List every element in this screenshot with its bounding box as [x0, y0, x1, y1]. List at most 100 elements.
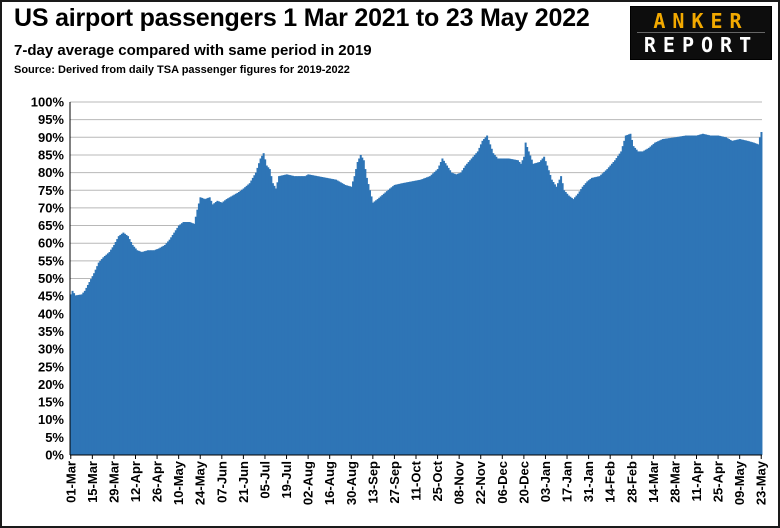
bar: [151, 250, 154, 455]
x-tick-label: 09-May: [732, 460, 747, 505]
bar: [179, 224, 182, 455]
bar: [723, 136, 726, 455]
bar: [184, 222, 187, 455]
bar: [401, 183, 404, 455]
bar: [601, 173, 604, 455]
bar: [643, 150, 646, 456]
x-tick-label: 07-Jun: [214, 461, 229, 503]
bar: [368, 190, 371, 455]
bar: [160, 246, 163, 455]
bar: [584, 183, 587, 455]
bar: [435, 170, 438, 456]
bar: [515, 159, 518, 455]
bar: [651, 145, 654, 456]
x-tick-label: 11-Apr: [689, 461, 704, 501]
bar: [655, 141, 658, 455]
bar: [603, 171, 606, 455]
bar: [304, 176, 307, 455]
bar: [680, 136, 683, 456]
bar: [120, 233, 123, 455]
bar: [122, 232, 125, 455]
bar: [607, 167, 610, 455]
bar: [154, 249, 157, 455]
bar: [697, 135, 700, 455]
bar: [136, 250, 139, 455]
bar: [250, 180, 253, 456]
anker-report-logo: ANKER REPORT: [630, 6, 772, 60]
bar: [134, 248, 137, 455]
bar: [148, 250, 151, 455]
bar: [415, 180, 418, 456]
bar: [450, 172, 453, 455]
bar: [94, 269, 97, 455]
bar: [140, 252, 143, 455]
y-tick-label: 0%: [45, 448, 64, 463]
bar: [359, 154, 362, 455]
bar-series: [70, 132, 763, 456]
bar: [187, 222, 190, 455]
bar: [553, 184, 556, 455]
bar: [709, 135, 712, 455]
bar: [614, 160, 617, 455]
y-axis-labels: 0% 5% 10% 15% 20% 25% 30% 35% 40% 45% 50% 55% 60% 65%…: [31, 95, 65, 463]
bar: [557, 183, 560, 455]
x-tick-label: 31-Jan: [581, 461, 596, 502]
bar: [436, 169, 439, 455]
bar: [490, 148, 493, 455]
x-tick-label: 30-Aug: [344, 461, 359, 505]
bar: [438, 165, 441, 456]
bar: [395, 184, 398, 455]
bar: [521, 160, 524, 455]
bar: [239, 190, 242, 455]
bar: [473, 154, 476, 455]
bar: [322, 177, 325, 455]
bar: [370, 196, 373, 455]
bar: [635, 149, 638, 455]
bar: [678, 136, 681, 456]
y-tick-label: 80%: [38, 165, 64, 180]
bar: [279, 175, 282, 455]
bar: [413, 180, 416, 455]
x-tick-label: 14-Feb: [603, 461, 618, 503]
bar: [533, 163, 536, 455]
bar: [424, 177, 427, 455]
bar: [233, 194, 236, 455]
bar: [373, 201, 376, 455]
bar: [496, 158, 499, 456]
bar: [552, 182, 555, 455]
x-tick-label: 05-Jul: [257, 461, 272, 499]
y-tick-label: 55%: [38, 253, 64, 268]
bar: [375, 200, 378, 455]
bar: [199, 197, 202, 455]
bar: [729, 139, 732, 455]
bar: [247, 184, 250, 455]
bar: [612, 162, 615, 455]
bar: [248, 183, 251, 455]
bar: [573, 197, 576, 455]
bar: [367, 184, 370, 455]
bar: [717, 135, 720, 455]
bar: [91, 276, 94, 455]
bar: [758, 137, 761, 456]
bar: [641, 151, 644, 456]
bar: [347, 185, 350, 455]
bar: [741, 139, 744, 455]
bar: [205, 198, 208, 456]
logo-top-text: ANKER: [653, 9, 749, 33]
bar: [575, 195, 578, 456]
bar: [164, 244, 166, 455]
bar: [749, 141, 752, 455]
bar: [530, 159, 533, 455]
bar: [131, 244, 134, 455]
bar: [110, 249, 113, 455]
bar: [493, 154, 496, 455]
y-tick-label: 35%: [38, 324, 64, 339]
bar: [421, 179, 424, 455]
bar: [510, 159, 513, 455]
x-tick-label: 15-Mar: [85, 461, 100, 503]
bar: [609, 165, 612, 456]
y-tick-label: 10%: [38, 412, 64, 427]
bar: [335, 179, 338, 455]
bar: [381, 195, 384, 455]
bar: [241, 189, 244, 455]
